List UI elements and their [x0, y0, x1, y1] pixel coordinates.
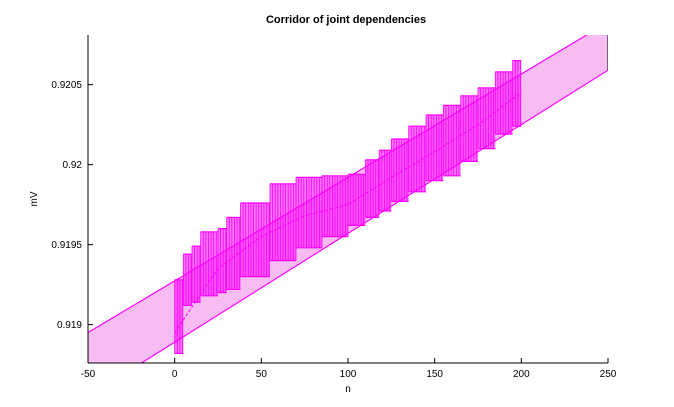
x-tick-label: 100: [340, 369, 357, 380]
y-tick-label: 0.9195: [51, 240, 82, 251]
x-axis-label: n: [345, 384, 351, 395]
axes: -50 0 50 100 150 200 250 0.919 0.9195 0.92 0.9205: [51, 35, 617, 380]
interval-step-11: [365, 159, 380, 218]
x-tick-label: 150: [426, 369, 443, 380]
interval-step-4: [218, 228, 227, 293]
interval-step-12: [379, 150, 392, 211]
x-tick-label: 250: [600, 369, 617, 380]
y-tick-label: 0.919: [57, 320, 82, 331]
interval-step-2: [192, 246, 201, 303]
y-tick-label: 0.9205: [51, 80, 82, 91]
x-tick-label: 50: [256, 369, 268, 380]
series-line: [174, 92, 522, 333]
y-tick-label: 0.92: [63, 160, 83, 171]
plot-area: [88, 35, 608, 363]
x-tick-label: 0: [172, 369, 178, 380]
interval-step-0: [174, 279, 184, 354]
chart-title: Corridor of joint dependencies: [266, 14, 426, 26]
x-tick-label: -50: [81, 369, 96, 380]
interval-step-6: [240, 203, 270, 277]
x-tick-label: 200: [513, 369, 530, 380]
interval-step-1: [183, 254, 192, 306]
interval-step-20: [512, 60, 522, 127]
y-axis-label: mV: [29, 191, 40, 206]
